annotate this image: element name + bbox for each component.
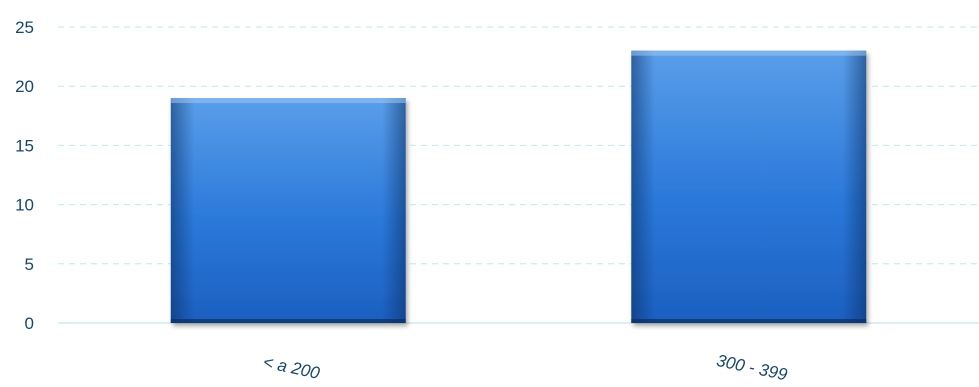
x-axis: < a 200 300 - 399 <box>261 351 789 385</box>
bar-bevel-sides <box>631 50 867 324</box>
bar-bevel-sides <box>170 98 406 323</box>
bars <box>170 50 867 324</box>
y-tick-label: 15 <box>15 136 34 155</box>
y-tick-label: 5 <box>25 255 34 274</box>
bar-bevel-top <box>170 98 406 104</box>
x-tick-label: 300 - 399 <box>715 351 790 385</box>
bar-bevel-top <box>631 50 867 56</box>
x-tick-label: < a 200 <box>261 352 321 383</box>
y-tick-label: 0 <box>25 314 34 333</box>
bar-bevel-bottom <box>631 319 867 323</box>
y-axis: 0 5 10 15 20 25 <box>15 18 34 333</box>
y-tick-label: 10 <box>15 196 34 215</box>
bar <box>631 50 867 324</box>
bar-bevel-bottom <box>170 319 406 323</box>
y-tick-label: 20 <box>15 77 34 96</box>
y-tick-label: 25 <box>15 18 34 37</box>
bar <box>170 98 406 323</box>
